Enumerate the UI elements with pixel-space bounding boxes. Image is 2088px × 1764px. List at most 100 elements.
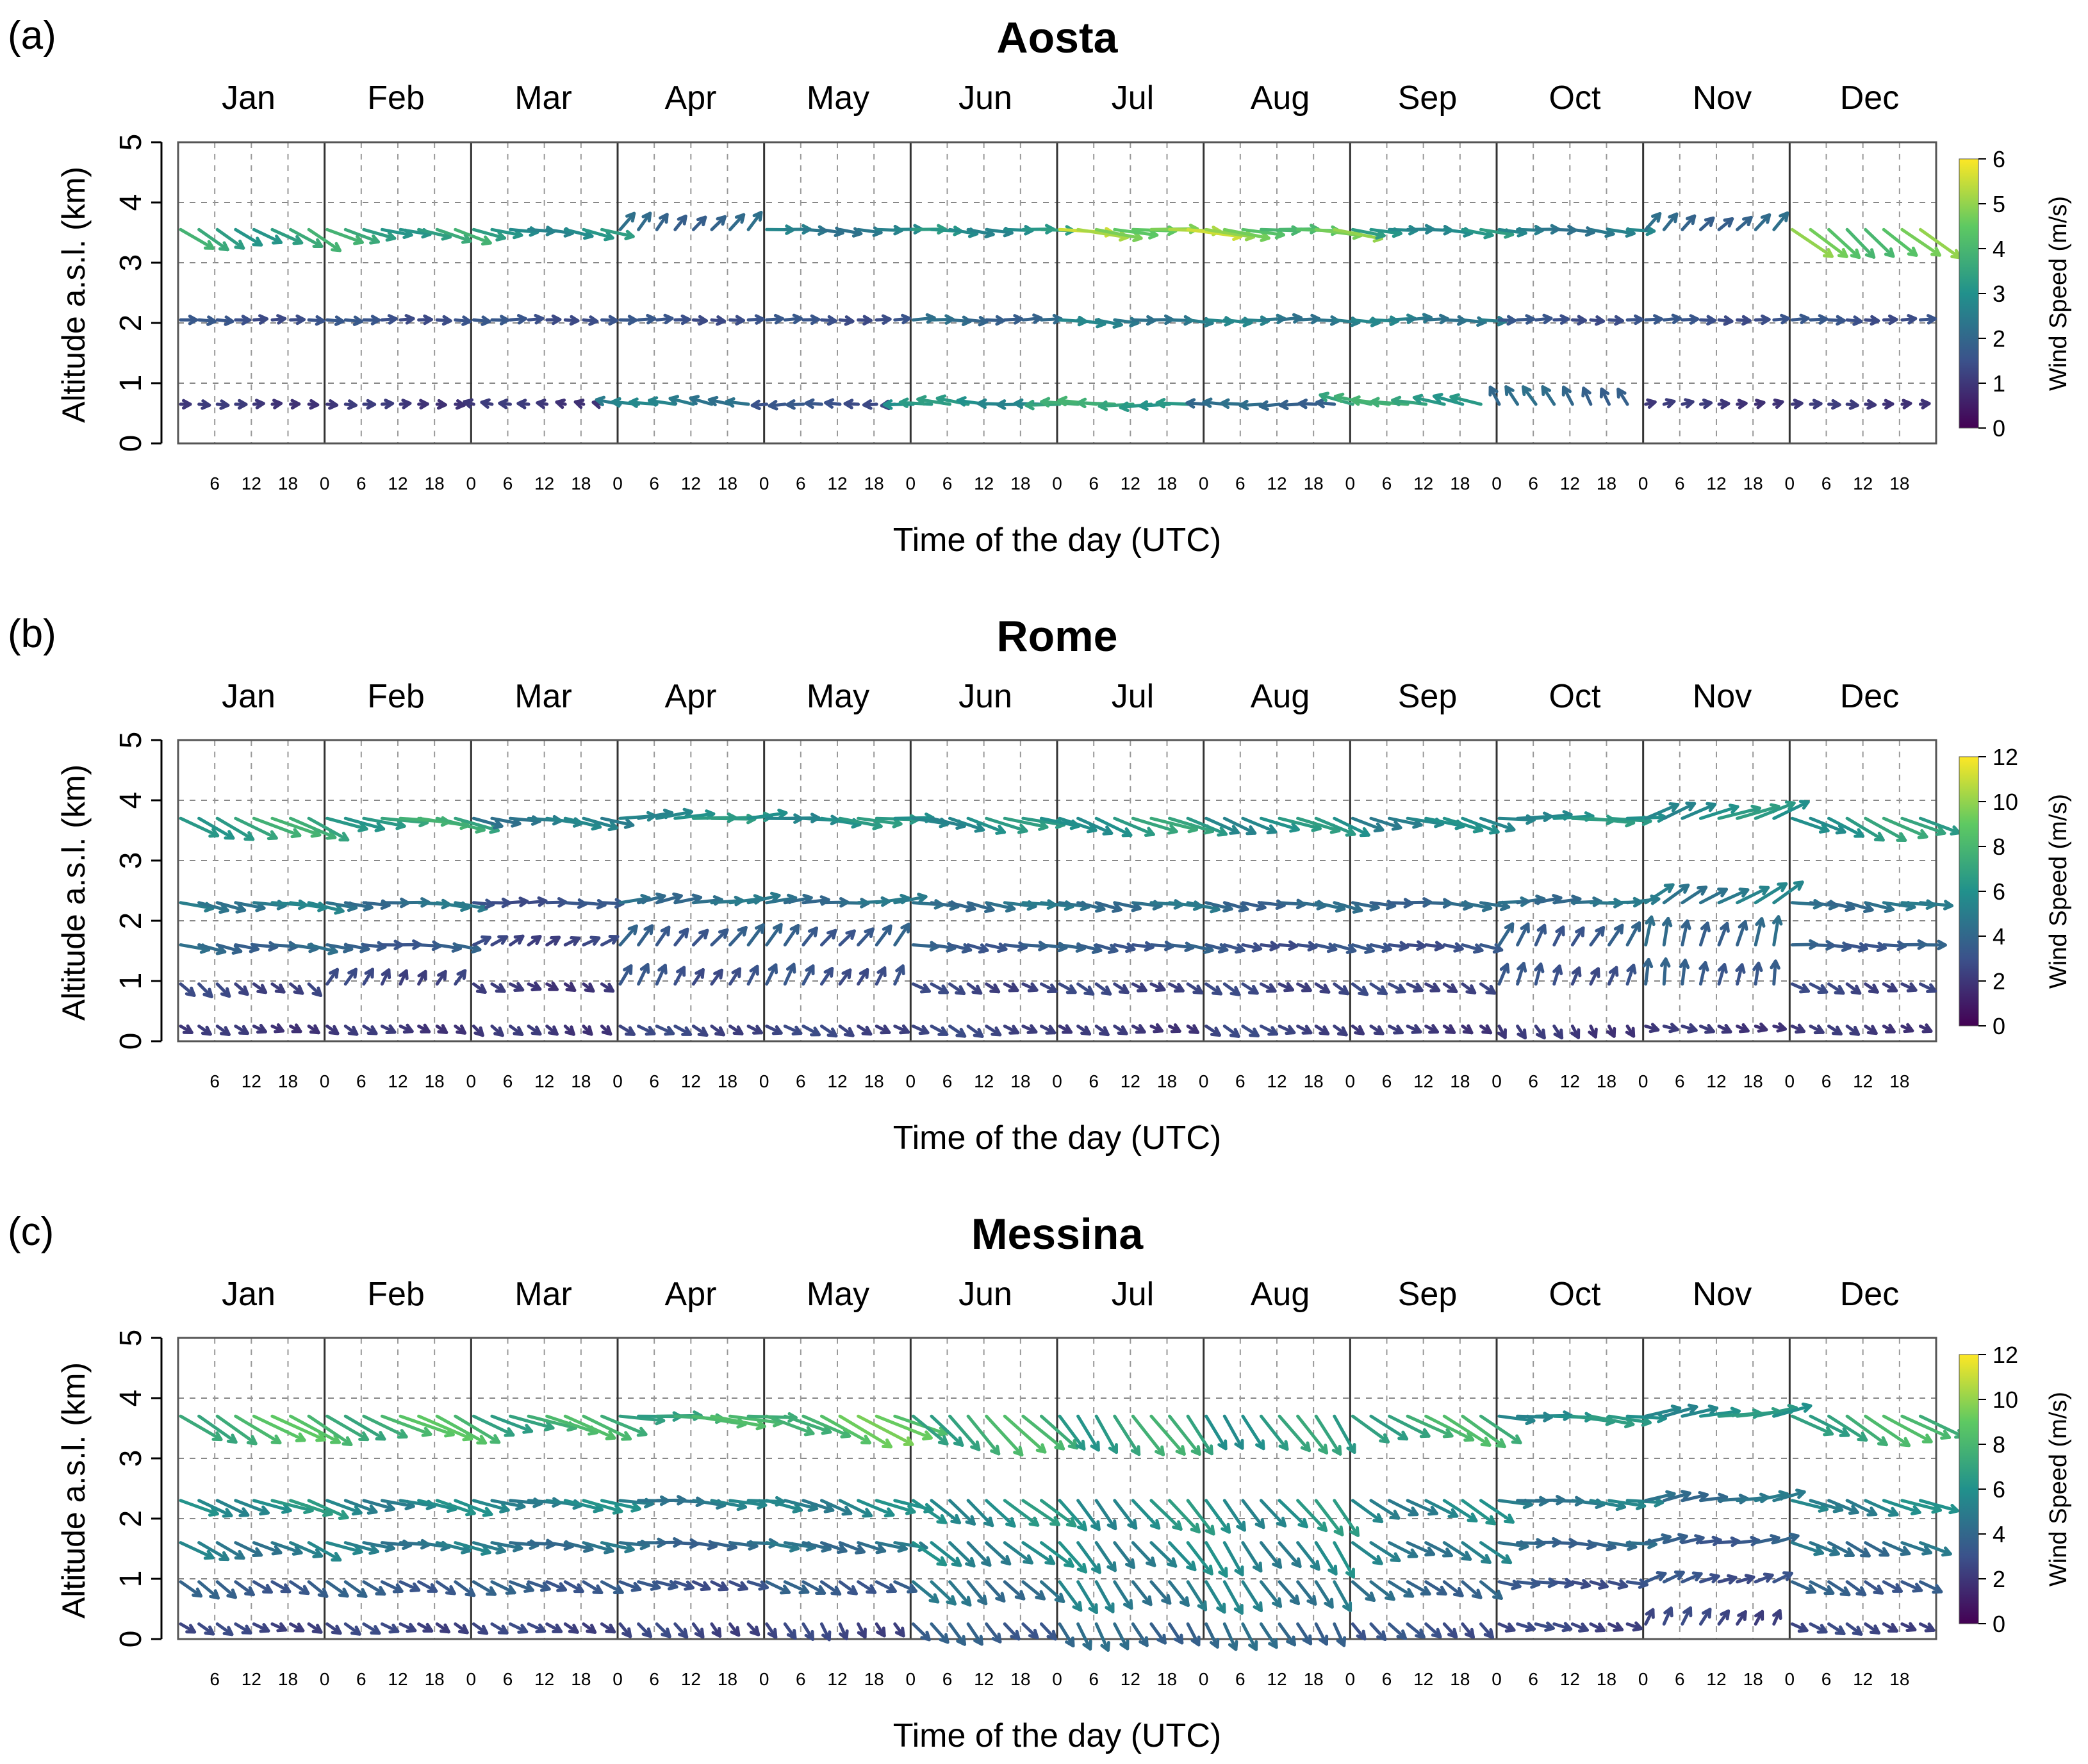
- wind-arrow-head: [1119, 401, 1130, 413]
- wind-arrow: [783, 923, 800, 947]
- wind-arrow-head: [1843, 1547, 1855, 1558]
- wind-arrow-head: [1738, 887, 1750, 898]
- wind-arrow-head: [1777, 882, 1788, 893]
- month-label: Feb: [367, 1276, 425, 1313]
- wind-arrow: [1186, 227, 1243, 238]
- wind-arrow: [1259, 1499, 1287, 1528]
- y-tick-label: 3: [114, 254, 148, 272]
- wind-arrow: [1607, 1414, 1652, 1424]
- x-tick-label: 18: [1157, 1071, 1177, 1091]
- month-label: Jan: [222, 678, 275, 715]
- wind-arrow-head: [1805, 1584, 1817, 1594]
- wind-arrow-head: [1679, 959, 1690, 969]
- x-tick-label: 12: [388, 1669, 407, 1689]
- wind-arrow-head: [381, 968, 391, 980]
- wind-arrow-head: [1704, 216, 1715, 227]
- wind-arrow: [197, 943, 227, 953]
- x-tick-label: 18: [864, 474, 884, 493]
- wind-arrow: [801, 964, 815, 986]
- wind-arrow: [1039, 1622, 1057, 1641]
- wind-arrow: [1424, 816, 1465, 828]
- wind-arrow: [1754, 213, 1772, 231]
- wind-arrow-head: [860, 1435, 871, 1445]
- wind-arrow-head: [920, 1630, 931, 1642]
- x-tick-label: 18: [1450, 1071, 1470, 1091]
- wind-arrow-head: [1317, 1521, 1328, 1533]
- wind-arrow-head: [548, 1025, 559, 1036]
- wind-arrow-head: [565, 982, 577, 993]
- wind-arrow: [1790, 227, 1834, 258]
- wind-arrow: [1790, 816, 1830, 832]
- wind-arrow: [1204, 1580, 1226, 1614]
- wind-arrow: [454, 1414, 501, 1444]
- x-tick-label: 6: [649, 1071, 659, 1091]
- wind-arrow: [234, 901, 266, 910]
- wind-arrow-head: [1247, 984, 1259, 995]
- y-tick-label: 0: [114, 1631, 148, 1648]
- wind-arrow: [1442, 1499, 1478, 1522]
- wind-arrow-head: [735, 315, 746, 326]
- wind-arrow-head: [368, 1544, 379, 1555]
- wind-arrow-head: [965, 1515, 976, 1526]
- panel-messina: (c) Messina Jan Feb Mar Apr May Jun Jul …: [8, 1210, 2072, 1754]
- wind-arrow: [1259, 1622, 1278, 1649]
- x-tick-label: 12: [827, 474, 847, 493]
- x-tick-label: 18: [1597, 474, 1616, 493]
- wind-arrow-head: [238, 1507, 250, 1517]
- wind-arrow-head: [238, 1025, 249, 1035]
- wind-arrow: [948, 1541, 976, 1568]
- wind-arrow: [435, 816, 486, 832]
- x-tick-label: 0: [466, 1071, 477, 1091]
- wind-arrow-head: [1385, 1590, 1395, 1601]
- y-tick-label: 5: [114, 732, 148, 749]
- wind-arrow-head: [785, 399, 796, 410]
- wind-arrow: [362, 901, 391, 907]
- wind-arrow: [1003, 901, 1037, 908]
- wind-arrow-head: [208, 1506, 219, 1517]
- wind-arrow: [1790, 1499, 1829, 1511]
- wind-arrow-head: [476, 1435, 488, 1445]
- wind-arrow-head: [1920, 399, 1931, 409]
- wind-arrow: [1241, 1541, 1263, 1573]
- wind-arrow-head: [1082, 1639, 1092, 1651]
- wind-arrow: [1827, 816, 1865, 838]
- wind-arrow-head: [694, 1628, 705, 1639]
- wind-arrow: [985, 1622, 1002, 1644]
- wind-arrow-head: [456, 1024, 467, 1035]
- wind-arrow-head: [556, 1582, 568, 1592]
- wind-arrow: [490, 227, 523, 237]
- wind-arrow-head: [1907, 246, 1918, 257]
- wind-arrow-head: [1393, 1025, 1404, 1035]
- wind-arrow-head: [677, 1628, 689, 1639]
- wind-arrow-head: [522, 1424, 534, 1434]
- wind-arrow-head: [185, 1624, 197, 1634]
- wind-arrow-head: [1268, 1638, 1278, 1649]
- wind-arrow-head: [1801, 1402, 1813, 1413]
- wind-arrow-head: [1013, 314, 1024, 325]
- wind-arrow-head: [1465, 984, 1477, 994]
- wind-arrow-head: [1921, 1433, 1933, 1444]
- wind-arrow-head: [1369, 397, 1380, 408]
- wind-arrow: [930, 1580, 957, 1606]
- wind-arrow: [215, 943, 243, 953]
- wind-arrow-head: [1175, 1445, 1186, 1456]
- wind-arrow: [1186, 1580, 1208, 1612]
- wind-arrow-head: [1307, 941, 1318, 952]
- wind-arrow-head: [1836, 315, 1846, 326]
- wind-arrow-head: [1046, 1629, 1057, 1641]
- colorbar-tick-label: 4: [1993, 1521, 2005, 1547]
- wind-arrow: [1149, 1499, 1183, 1531]
- wind-arrow: [582, 1541, 614, 1553]
- y-tick-label: 0: [114, 1033, 148, 1050]
- wind-arrow: [1204, 943, 1229, 952]
- plot-frame: [177, 739, 1937, 1043]
- x-tick-label: 0: [612, 1071, 623, 1091]
- wind-arrow-head: [779, 1585, 791, 1595]
- wind-arrow-head: [855, 1544, 866, 1555]
- wind-arrow: [454, 227, 492, 245]
- wind-arrow-head: [1046, 983, 1058, 994]
- wind-arrow-head: [1333, 392, 1345, 403]
- wind-arrow-head: [1720, 921, 1730, 933]
- wind-arrow: [1351, 1541, 1383, 1565]
- wind-arrow: [893, 1580, 918, 1593]
